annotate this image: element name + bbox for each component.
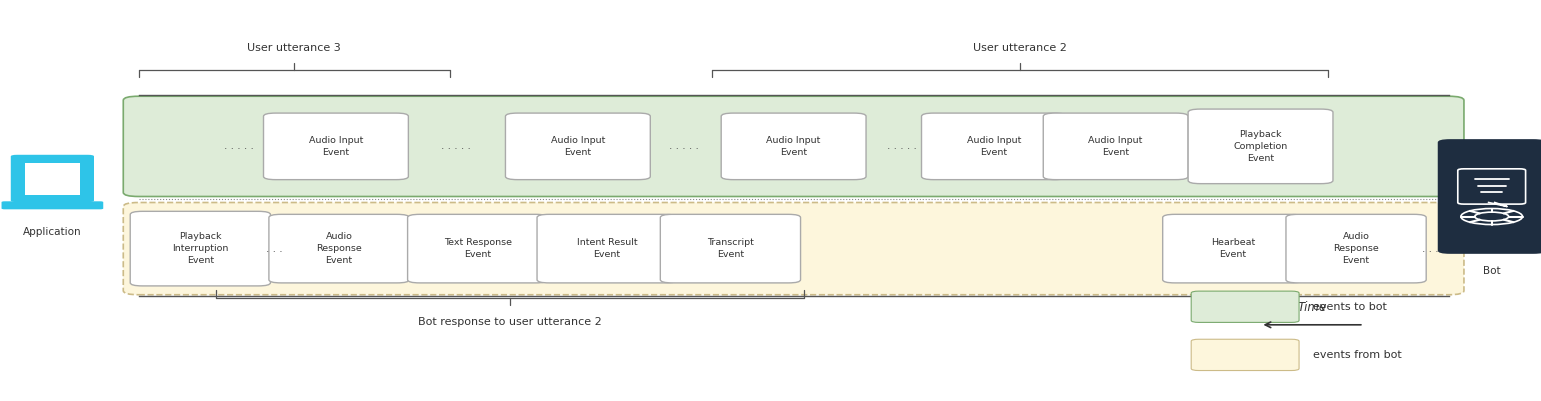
FancyBboxPatch shape — [1191, 291, 1299, 322]
Text: Application: Application — [23, 227, 82, 237]
Text: Playback
Interruption
Event: Playback Interruption Event — [173, 232, 228, 265]
Text: Transcript
Event: Transcript Event — [707, 238, 754, 259]
FancyBboxPatch shape — [1162, 215, 1304, 283]
FancyBboxPatch shape — [1438, 139, 1541, 254]
Text: Intent Result
Event: Intent Result Event — [576, 238, 638, 259]
FancyBboxPatch shape — [660, 215, 801, 283]
Text: User utterance 2: User utterance 2 — [974, 43, 1066, 53]
Text: Audio Input
Event: Audio Input Event — [308, 136, 364, 157]
FancyBboxPatch shape — [536, 215, 676, 283]
Text: Audio
Response
Event: Audio Response Event — [1333, 232, 1379, 265]
FancyBboxPatch shape — [1188, 109, 1333, 184]
FancyBboxPatch shape — [129, 211, 271, 286]
FancyBboxPatch shape — [2, 201, 103, 209]
Text: Time: Time — [1298, 301, 1327, 314]
Text: . . . . .: . . . . . — [886, 142, 917, 151]
Text: . . . . .: . . . . . — [223, 142, 254, 151]
Text: Bot: Bot — [1482, 266, 1501, 276]
Text: events to bot: events to bot — [1313, 302, 1387, 312]
Text: Playback
Completion
Event: Playback Completion Event — [1233, 130, 1288, 163]
Text: Audio Input
Event: Audio Input Event — [966, 136, 1022, 157]
FancyBboxPatch shape — [123, 203, 1464, 295]
FancyBboxPatch shape — [264, 113, 408, 180]
FancyBboxPatch shape — [268, 215, 408, 283]
FancyBboxPatch shape — [922, 113, 1066, 180]
FancyBboxPatch shape — [1191, 339, 1299, 371]
FancyBboxPatch shape — [11, 155, 94, 202]
FancyBboxPatch shape — [123, 96, 1464, 196]
FancyBboxPatch shape — [1285, 215, 1427, 283]
Text: Audio Input
Event: Audio Input Event — [550, 136, 606, 157]
Text: Audio
Response
Event: Audio Response Event — [316, 232, 362, 265]
Text: Audio Input
Event: Audio Input Event — [766, 136, 821, 157]
FancyBboxPatch shape — [407, 215, 549, 283]
Text: Bot response to user utterance 2: Bot response to user utterance 2 — [418, 317, 603, 327]
Text: events from bot: events from bot — [1313, 350, 1402, 360]
Text: Audio Input
Event: Audio Input Event — [1088, 136, 1143, 157]
Text: Text Response
Event: Text Response Event — [444, 238, 512, 259]
Text: Hearbeat
Event: Hearbeat Event — [1211, 238, 1254, 259]
Text: . . . . .: . . . . . — [441, 142, 472, 151]
Text: . . . . .: . . . . . — [669, 142, 700, 151]
Text: User utterance 3: User utterance 3 — [248, 43, 341, 53]
FancyBboxPatch shape — [505, 113, 650, 180]
Text: . . .: . . . — [267, 244, 282, 253]
FancyBboxPatch shape — [721, 113, 866, 180]
FancyBboxPatch shape — [1043, 113, 1188, 180]
FancyBboxPatch shape — [25, 163, 80, 195]
Text: . . .: . . . — [1422, 244, 1438, 253]
